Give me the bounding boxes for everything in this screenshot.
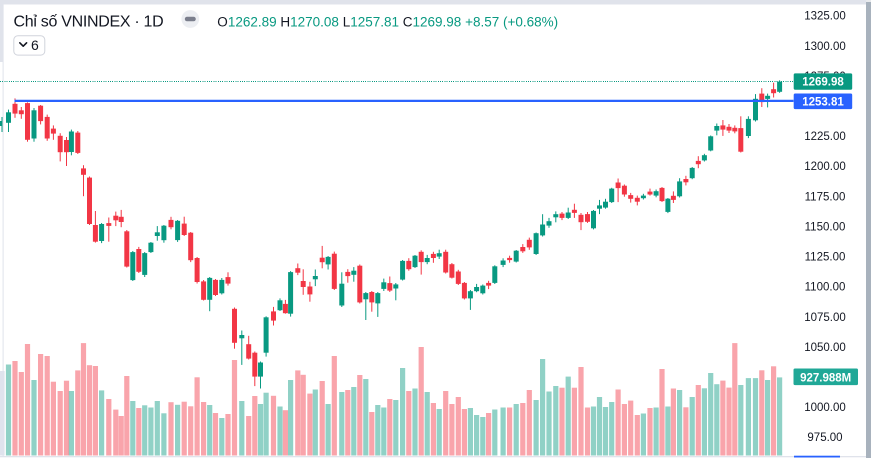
svg-text:1150.00: 1150.00 (805, 222, 846, 234)
svg-text:927.988M: 927.988M (800, 372, 851, 384)
svg-text:1075.00: 1075.00 (804, 312, 846, 324)
svg-text:1000.00: 1000.00 (804, 402, 846, 414)
svg-text:1253.81: 1253.81 (802, 97, 844, 109)
svg-text:1175.00: 1175.00 (805, 191, 846, 203)
svg-text:6: 6 (31, 37, 39, 53)
svg-text:1100.00: 1100.00 (805, 282, 846, 294)
svg-text:1125.00: 1125.00 (805, 252, 846, 264)
svg-text:1050.00: 1050.00 (804, 342, 846, 354)
svg-text:1269.98: 1269.98 (802, 77, 844, 89)
svg-text:1200.00: 1200.00 (804, 161, 846, 173)
svg-text:Chỉ số VNINDEX · 1D: Chỉ số VNINDEX · 1D (14, 14, 164, 31)
svg-text:1225.00: 1225.00 (804, 131, 846, 143)
svg-text:1300.00: 1300.00 (804, 41, 846, 53)
svg-text:975.00: 975.00 (807, 432, 842, 444)
svg-text:O1262.89 H1270.08 L1257.81 C12: O1262.89 H1270.08 L1257.81 C1269.98 +8.5… (217, 14, 558, 29)
svg-text:1325.00: 1325.00 (804, 11, 846, 23)
